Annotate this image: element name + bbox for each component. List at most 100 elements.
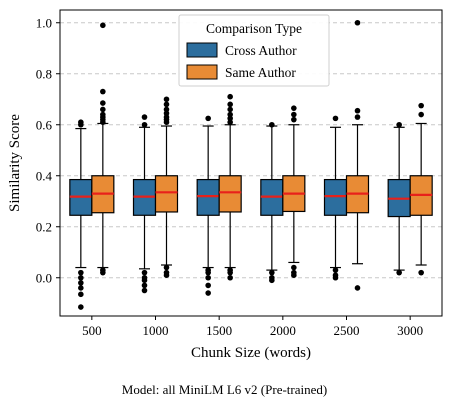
box-same-author-500 — [91, 22, 115, 276]
box-cross-author-1500 — [196, 115, 220, 296]
outlier-point — [163, 106, 170, 113]
y-tick-label: 0.0 — [36, 270, 52, 285]
outlier-point — [205, 274, 211, 281]
outlier-point — [227, 115, 233, 122]
plot-frame — [59, 9, 443, 317]
outlier-point — [205, 115, 211, 122]
outlier-point — [163, 110, 170, 117]
outlier-point — [396, 269, 402, 276]
y-axis: 0.0 0.2 0.4 0.6 0.8 1.0 — [36, 15, 60, 285]
outlier-point — [227, 93, 233, 100]
box-same-author-2500 — [345, 19, 370, 291]
box-body — [154, 175, 179, 213]
outlier-point — [163, 119, 170, 125]
outlier-point — [227, 101, 233, 108]
outlier-point — [100, 100, 106, 106]
outlier-point — [291, 272, 297, 279]
outlier-point — [332, 274, 339, 281]
outlier-point — [163, 272, 170, 279]
outlier-point — [205, 282, 211, 289]
outlier-point — [141, 287, 148, 294]
outlier-point — [205, 290, 211, 296]
y-tick-label: 0.4 — [36, 168, 53, 183]
outlier-point — [291, 105, 297, 111]
outlier-point — [205, 269, 211, 276]
outlier-point — [418, 269, 424, 276]
outlier-point — [354, 19, 361, 26]
outlier-point — [354, 107, 361, 114]
outlier-point — [227, 269, 233, 276]
box-cross-author-1000 — [132, 114, 157, 294]
outlier-point — [227, 106, 233, 113]
box-cross-author-2500 — [323, 115, 348, 281]
box-cross-author-3000 — [387, 121, 411, 276]
outlier-point — [291, 116, 297, 123]
outlier-point — [227, 119, 233, 125]
y-tick-label: 0.6 — [36, 117, 53, 132]
box-same-author-1000 — [154, 96, 179, 279]
figure-caption: Model: all MiniLM L6 v2 (Pre-trained) — [121, 382, 328, 397]
outlier-point — [332, 115, 339, 122]
outlier-point — [100, 22, 106, 29]
box-body — [218, 175, 242, 213]
outlier-point — [100, 119, 106, 125]
legend-label: Same Author — [225, 65, 296, 80]
box-cross-author-2000 — [260, 121, 284, 284]
box-plot-chart: 0.0 0.2 0.4 0.6 0.8 1.0 500 1000 1500 2000 2500 30… — [7, 9, 443, 361]
outlier-point — [78, 304, 84, 310]
outlier-point — [141, 121, 148, 128]
legend-swatch — [186, 64, 218, 80]
outlier-point — [163, 101, 170, 108]
box-cross-author-500 — [69, 119, 93, 310]
outlier-point — [78, 274, 84, 281]
outlier-point — [163, 264, 170, 271]
outlier-point — [100, 269, 106, 276]
y-tick-label: 1.0 — [36, 15, 52, 30]
outlier-point — [78, 269, 84, 276]
legend-label: Cross Author — [225, 43, 297, 58]
outlier-point — [78, 285, 84, 291]
legend-swatch — [186, 42, 218, 58]
outlier-point — [354, 114, 361, 120]
x-tick-label: 2500 — [334, 323, 360, 338]
outlier-point — [291, 264, 297, 271]
outlier-point — [141, 282, 148, 289]
outlier-point — [141, 277, 148, 284]
box-same-author-3000 — [409, 102, 433, 276]
outlier-point — [396, 121, 402, 128]
outlier-point — [100, 106, 106, 113]
outlier-point — [227, 111, 233, 118]
outlier-point — [418, 102, 424, 109]
outlier-point — [332, 267, 339, 273]
box-same-author-1500 — [218, 93, 242, 281]
outlier-point — [141, 114, 148, 120]
box-body — [196, 178, 220, 216]
x-tick-label: 1500 — [206, 323, 232, 338]
outlier-point — [78, 121, 84, 128]
outlier-point — [291, 111, 297, 118]
box-body — [323, 178, 348, 216]
outlier-point — [141, 269, 148, 276]
box-same-author-2000 — [282, 105, 306, 279]
outlier-point — [269, 121, 275, 128]
y-tick-label: 0.8 — [36, 66, 52, 81]
y-axis-label: Similarity Score — [7, 114, 23, 212]
outlier-point — [418, 111, 424, 118]
outlier-point — [78, 291, 84, 298]
y-tick-label: 0.2 — [36, 219, 52, 234]
x-tick-label: 500 — [82, 323, 102, 338]
legend-title: Comparison Type — [206, 21, 302, 36]
outlier-point — [163, 96, 170, 103]
x-tick-label: 2000 — [270, 323, 296, 338]
x-axis-label: Chunk Size (words) — [191, 345, 311, 361]
x-axis: 500 1000 1500 2000 2500 3000 — [82, 316, 423, 338]
x-tick-label: 1000 — [143, 323, 169, 338]
outlier-point — [269, 277, 275, 284]
outlier-point — [78, 280, 84, 286]
outlier-point — [100, 88, 106, 95]
x-tick-label: 3000 — [397, 323, 423, 338]
outlier-point — [227, 274, 233, 281]
outlier-point — [354, 285, 361, 291]
legend: Comparison Type Cross Author Same Author — [178, 14, 330, 87]
box-plot-groups — [69, 19, 433, 310]
